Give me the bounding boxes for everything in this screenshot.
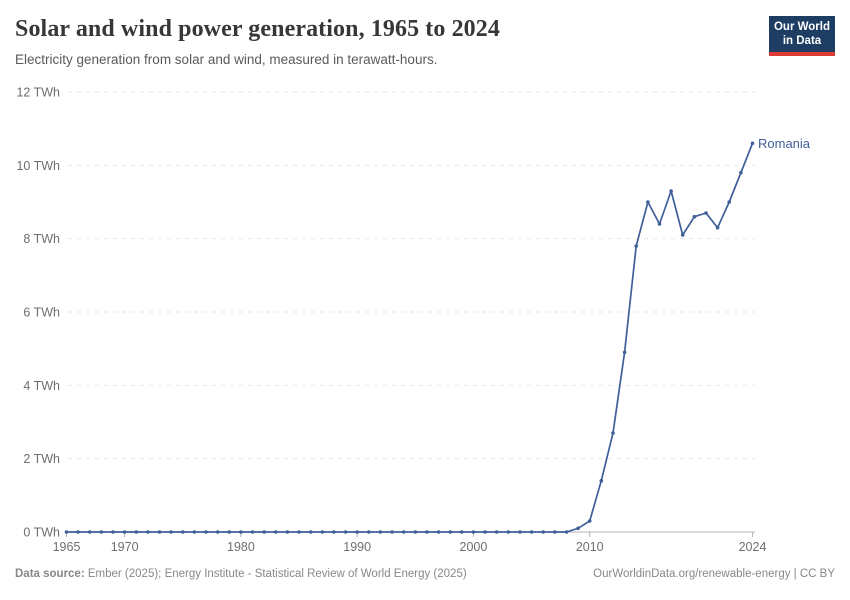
data-point-marker[interactable] <box>599 478 604 483</box>
data-source-label: Data source: <box>15 568 85 580</box>
data-point-marker[interactable] <box>750 141 755 146</box>
data-point-marker[interactable] <box>541 530 545 534</box>
chart-subtitle: Electricity generation from solar and wi… <box>15 52 438 67</box>
data-point-marker[interactable] <box>587 519 592 523</box>
y-axis-tick-label: 0 TWh <box>23 526 60 540</box>
x-axis-tick-label: 2010 <box>576 540 604 554</box>
data-source-text: Ember (2025); Energy Institute - Statist… <box>84 568 467 580</box>
y-axis-tick-label: 8 TWh <box>23 232 60 246</box>
data-point-marker[interactable] <box>64 530 69 534</box>
data-point-marker[interactable] <box>460 530 464 534</box>
owid-logo: Our World in Data <box>769 16 835 56</box>
data-point-marker[interactable] <box>680 233 685 237</box>
data-point-marker[interactable] <box>378 530 383 534</box>
y-axis-tick-label: 6 TWh <box>23 306 60 320</box>
x-axis-tick-label: 2024 <box>739 540 767 554</box>
x-axis-tick-label: 1990 <box>343 540 371 554</box>
data-point-marker[interactable] <box>262 530 267 534</box>
data-point-marker[interactable] <box>494 530 499 534</box>
y-axis-tick-label: 4 TWh <box>23 379 60 393</box>
data-point-marker[interactable] <box>76 530 80 534</box>
data-point-marker[interactable] <box>355 530 360 534</box>
data-point-marker[interactable] <box>181 530 185 534</box>
data-point-marker[interactable] <box>529 530 534 534</box>
data-point-marker[interactable] <box>390 530 394 534</box>
data-point-marker[interactable] <box>134 530 139 534</box>
data-point-marker[interactable] <box>157 530 162 534</box>
data-point-marker[interactable] <box>239 530 243 534</box>
data-point-marker[interactable] <box>739 170 743 175</box>
data-point-marker[interactable] <box>401 530 406 534</box>
data-point-marker[interactable] <box>576 526 580 531</box>
y-axis-tick-label: 12 TWh <box>16 86 60 100</box>
data-point-marker[interactable] <box>657 222 662 226</box>
data-point-marker[interactable] <box>111 530 115 534</box>
data-point-marker[interactable] <box>169 530 173 534</box>
data-point-marker[interactable] <box>204 530 208 534</box>
series-end-label[interactable]: Romania <box>758 136 811 151</box>
data-point-marker[interactable] <box>634 244 638 248</box>
owid-logo-line2: in Data <box>782 35 822 48</box>
data-point-marker[interactable] <box>471 530 476 534</box>
attribution-link[interactable]: OurWorldinData.org/renewable-energy | CC… <box>593 568 835 580</box>
data-point-marker[interactable] <box>413 530 418 534</box>
data-point-marker[interactable] <box>343 530 348 534</box>
data-point-marker[interactable] <box>122 530 127 534</box>
data-point-marker[interactable] <box>425 530 429 534</box>
data-point-marker[interactable] <box>483 530 487 534</box>
data-point-marker[interactable] <box>250 530 255 534</box>
data-point-marker[interactable] <box>308 530 313 534</box>
x-axis-tick-label: 1970 <box>111 540 139 554</box>
data-source-note: Data source: Ember (2025); Energy Instit… <box>15 568 467 580</box>
owid-logo-line1: Our World <box>773 21 830 33</box>
x-axis-tick-label: 1980 <box>227 540 255 554</box>
data-point-marker[interactable] <box>448 530 453 534</box>
data-point-marker[interactable] <box>692 214 697 219</box>
data-point-marker[interactable] <box>506 530 511 534</box>
data-point-marker[interactable] <box>436 530 441 534</box>
y-axis-tick-label: 2 TWh <box>23 452 60 466</box>
data-point-marker[interactable] <box>669 189 673 193</box>
data-point-marker[interactable] <box>727 200 731 204</box>
data-point-marker[interactable] <box>99 530 104 534</box>
data-point-marker[interactable] <box>367 530 371 534</box>
data-point-marker[interactable] <box>274 530 278 534</box>
data-point-marker[interactable] <box>622 350 627 355</box>
data-point-marker[interactable] <box>553 530 557 534</box>
y-axis-tick-label: 10 TWh <box>16 159 60 173</box>
data-point-marker[interactable] <box>646 200 650 204</box>
series-line <box>66 142 754 533</box>
data-point-marker[interactable] <box>611 431 615 435</box>
x-axis-tick-label: 2000 <box>460 540 488 554</box>
data-point-marker[interactable] <box>518 530 522 534</box>
chart-title: Solar and wind power generation, 1965 to… <box>15 16 500 42</box>
data-point-marker[interactable] <box>704 211 708 215</box>
x-axis-tick-label: 1965 <box>53 540 81 554</box>
data-point-marker[interactable] <box>146 530 150 534</box>
data-point-marker[interactable] <box>285 530 290 534</box>
data-point-marker[interactable] <box>192 530 197 534</box>
chart-footer: Data source: Ember (2025); Energy Instit… <box>15 568 835 580</box>
data-point-marker[interactable] <box>715 225 720 230</box>
data-point-marker[interactable] <box>564 530 569 534</box>
data-point-marker[interactable] <box>297 530 301 534</box>
data-point-marker[interactable] <box>332 530 336 534</box>
data-point-marker[interactable] <box>215 530 220 534</box>
data-point-marker[interactable] <box>320 530 325 534</box>
data-point-marker[interactable] <box>227 530 232 534</box>
data-point-marker[interactable] <box>88 530 92 534</box>
